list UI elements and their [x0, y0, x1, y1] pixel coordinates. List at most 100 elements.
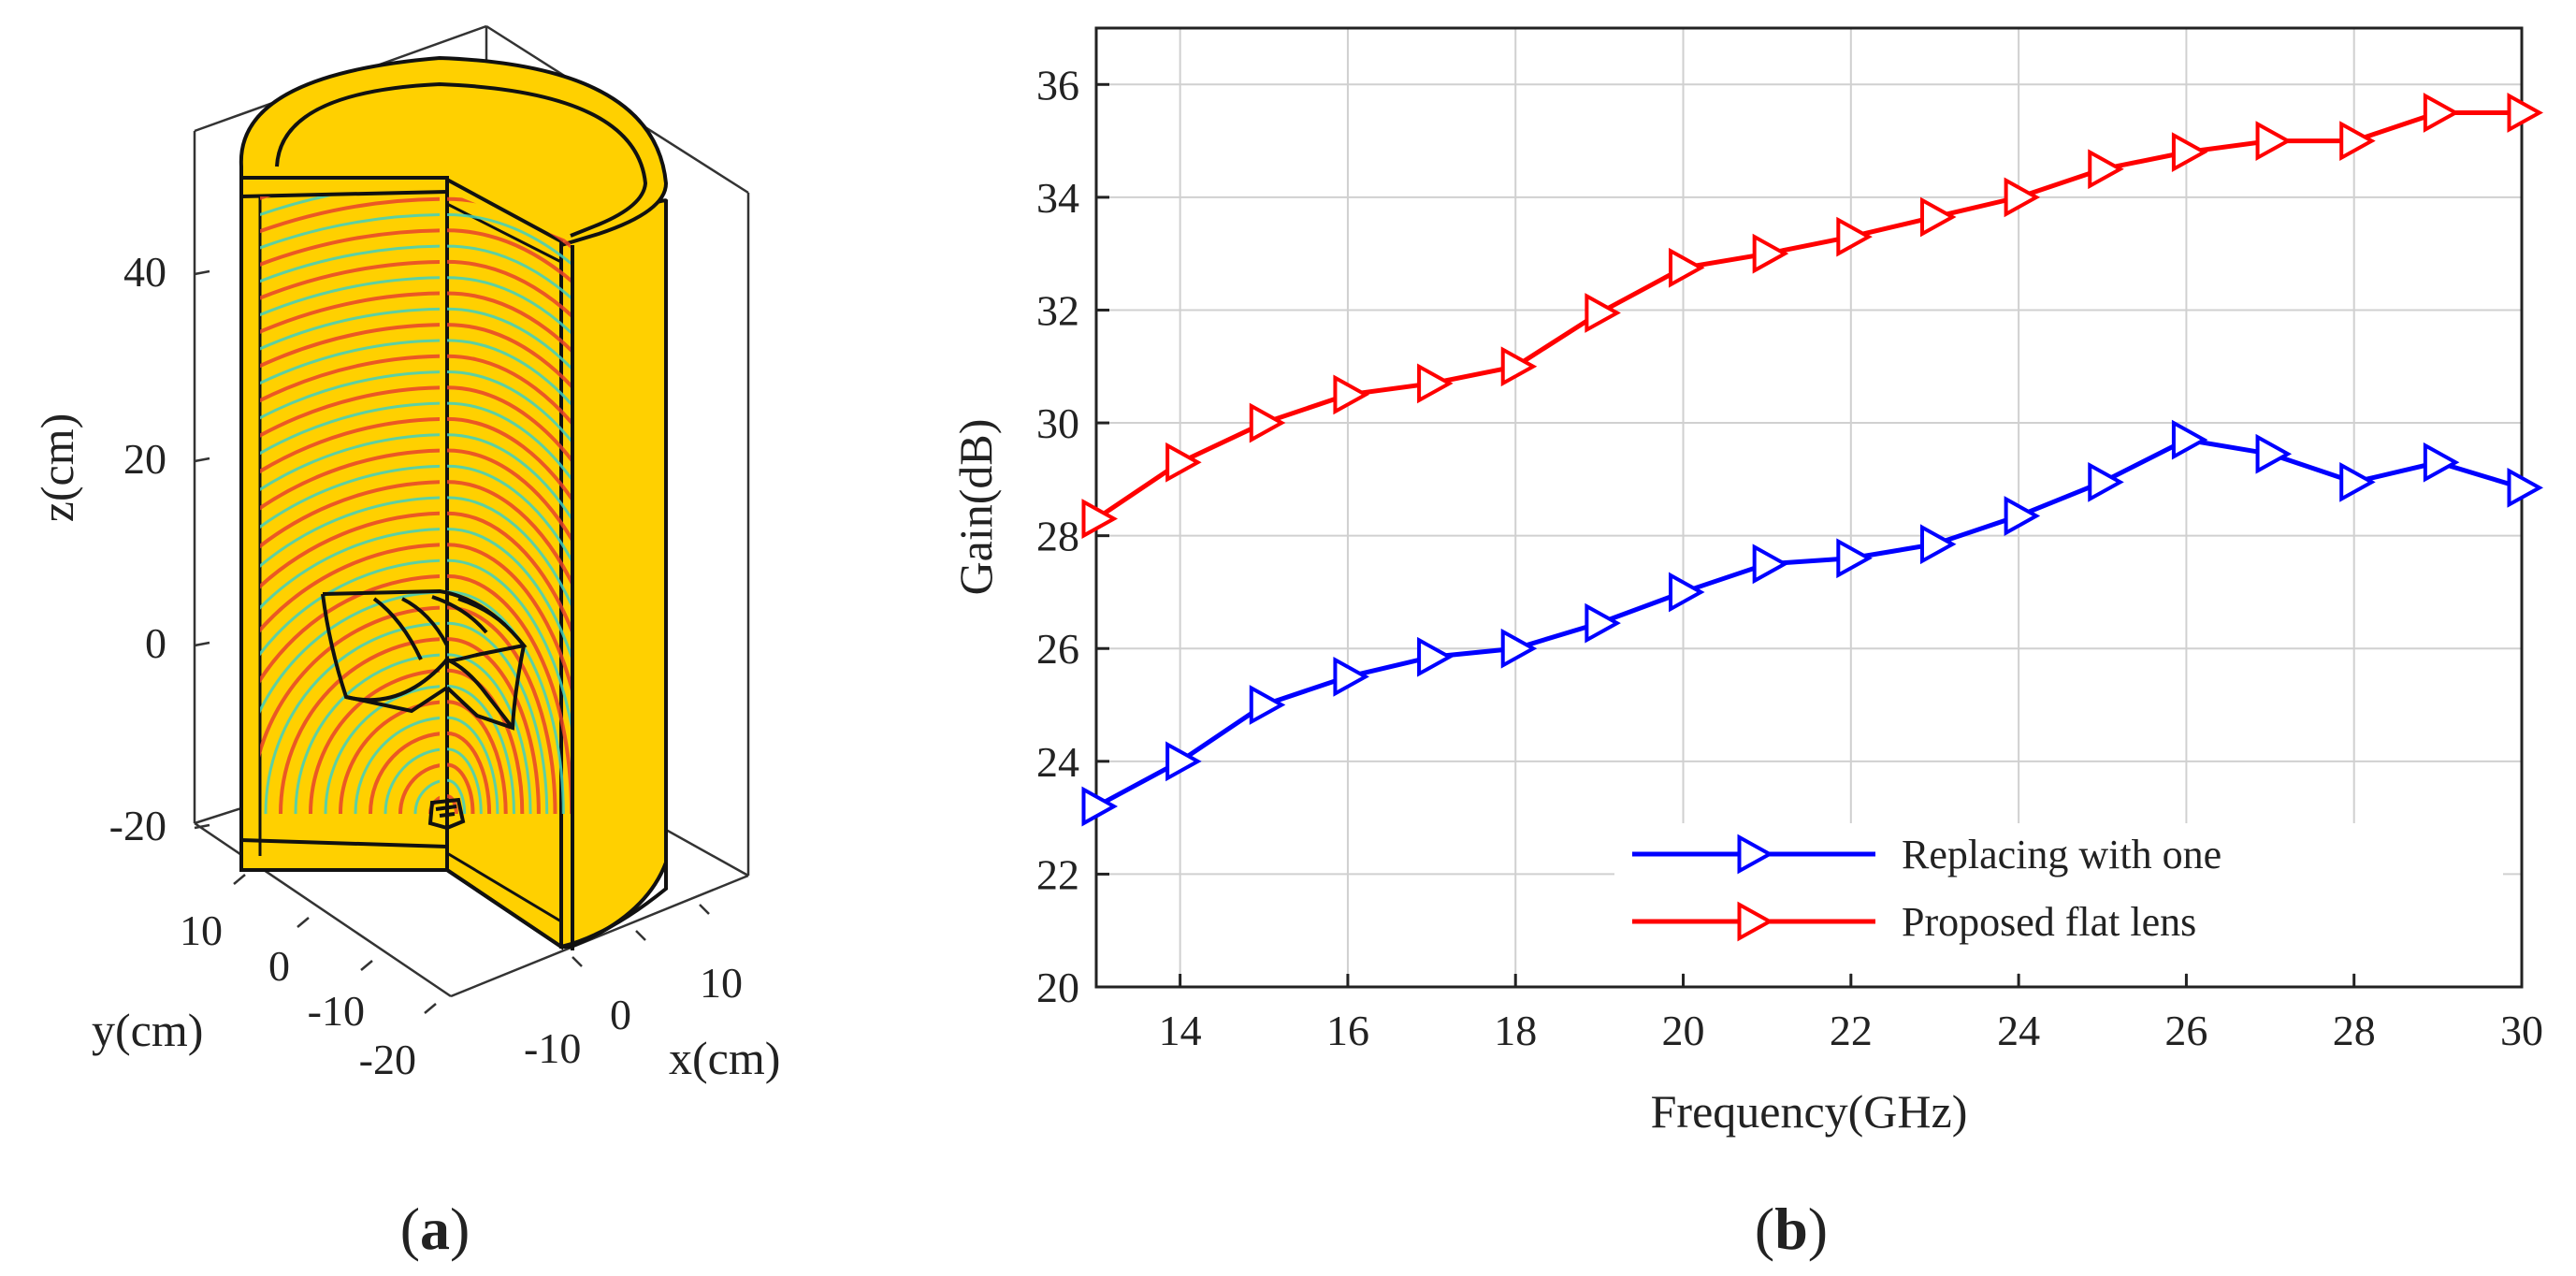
x-tick-label: -10	[524, 1024, 581, 1072]
wave-front-arc	[413, 779, 440, 815]
y-axis	[233, 874, 437, 1014]
x-axis	[572, 904, 710, 967]
data-point-marker	[1919, 524, 1957, 565]
cylinder-top-cap	[239, 55, 669, 248]
wave-front-arc	[447, 464, 571, 815]
wave-front-arc	[447, 276, 571, 815]
data-point-marker	[2088, 149, 2124, 190]
z-axis	[194, 269, 210, 830]
wave-front-arc	[447, 228, 571, 815]
wave-front-arc	[260, 307, 440, 351]
data-point-marker	[2423, 93, 2460, 133]
data-point-marker	[1417, 636, 1454, 677]
wave-front-arc	[260, 448, 440, 511]
wave-front-arc	[447, 416, 571, 815]
x-tick-label: 14	[1159, 1007, 1202, 1054]
data-point-marker	[1165, 741, 1202, 782]
wave-front-arc	[260, 464, 440, 529]
x-tick-label: 18	[1494, 1007, 1537, 1054]
y-tick-label: 32	[1036, 286, 1079, 334]
z-tick-label: 0	[145, 619, 166, 667]
data-point-marker	[1752, 544, 1789, 585]
wave-front-arc	[260, 260, 440, 300]
wave-front-arc	[260, 543, 440, 633]
panel-b-label: (b)	[1755, 1196, 1828, 1262]
wave-front-arc	[260, 385, 440, 438]
wave-front-arc	[447, 528, 571, 815]
y-tick-label: 24	[1036, 738, 1079, 786]
y-axis-title: y(cm)	[92, 1004, 203, 1056]
legend-label: Replacing with one	[1902, 832, 2221, 877]
wave-front-arc	[447, 731, 492, 815]
wave-front-arc	[447, 480, 571, 815]
wave-front-arc	[260, 496, 440, 568]
wave-front-arc	[264, 622, 440, 815]
wave-front-arc	[354, 716, 440, 815]
data-point-marker	[1500, 628, 1538, 669]
x-axis-title: Frequency(GHz)	[1651, 1085, 1968, 1138]
data-point-marker	[1737, 901, 1774, 942]
x-tick-label: 0	[610, 991, 631, 1038]
wave-front-arc	[260, 323, 440, 369]
wave-front-arc	[260, 213, 440, 250]
wave-front-arc	[447, 573, 571, 815]
panel-b-gain-chart: 14 16 18 20 22 24 26 28 30 20 22 24 26 28 30 32 34 36 Fr…	[949, 26, 2544, 1262]
wave-front-arc	[260, 244, 440, 283]
data-point-marker	[1249, 685, 1286, 725]
wave-front-arc	[447, 496, 571, 815]
y-tick-label: 20	[1036, 964, 1079, 1011]
panel-a-label: (a)	[400, 1196, 470, 1262]
cylinder-bottom-rim	[241, 861, 668, 950]
wave-front-arc	[447, 339, 571, 815]
y-tick-label: 30	[1036, 399, 1079, 447]
y-tick-label: -20	[359, 1036, 416, 1083]
wave-front-arc	[260, 196, 440, 234]
wave-front-arc	[447, 543, 571, 815]
x-tick-label: 28	[2333, 1007, 2376, 1054]
z-tick-label: 20	[123, 435, 166, 483]
wave-front-arc	[260, 339, 440, 385]
wave-front-arc	[324, 685, 440, 815]
data-point-marker	[2507, 467, 2544, 508]
wave-front-arc	[309, 668, 440, 815]
wave-front-arc	[260, 354, 440, 403]
wave-front-arc	[369, 732, 440, 815]
wave-front-arc	[447, 354, 571, 815]
wave-front-arc	[447, 747, 483, 815]
wave-front-arc	[260, 574, 440, 684]
data-point-marker	[1752, 233, 1789, 274]
data-point-marker	[2507, 93, 2544, 133]
panel-a-3d-plot: 40 20 0 -20 z(cm) 10 0 -10 -20 y(cm) -10…	[31, 24, 780, 1262]
x-tick-label: 16	[1326, 1007, 1369, 1054]
feed-source	[427, 797, 466, 831]
wave-front-arc	[447, 307, 571, 815]
wave-front-arc	[447, 433, 571, 815]
x-axis-title: x(cm)	[669, 1032, 780, 1084]
data-point-marker	[1081, 786, 1119, 827]
series	[1081, 93, 2544, 827]
data-point-marker	[1500, 346, 1538, 387]
z-tick-label: 40	[123, 248, 166, 296]
data-point-marker	[1417, 363, 1454, 404]
wave-front-arc	[384, 747, 440, 815]
data-point-marker	[1165, 442, 1202, 483]
data-point-marker	[2339, 121, 2376, 161]
wave-front-arc	[294, 653, 440, 815]
wave-front-arc	[447, 259, 571, 815]
lens-element	[321, 588, 528, 731]
legend-item: Proposed flat lens	[1632, 899, 2196, 945]
wave-front-arc	[447, 401, 571, 815]
data-point-marker	[1585, 602, 1621, 644]
data-point-marker	[2171, 419, 2208, 460]
wave-front-arc	[398, 763, 440, 815]
wave-front-arc	[447, 448, 571, 815]
y-tick-label: 22	[1036, 850, 1079, 898]
wave-front-arc	[447, 762, 475, 815]
data-point-marker	[1669, 572, 1705, 613]
data-point-marker	[1081, 499, 1119, 539]
y-tick-label: 28	[1036, 513, 1079, 560]
wave-front-arc	[260, 370, 440, 420]
wave-front-arc	[260, 590, 440, 714]
wave-front-arc	[447, 213, 571, 815]
